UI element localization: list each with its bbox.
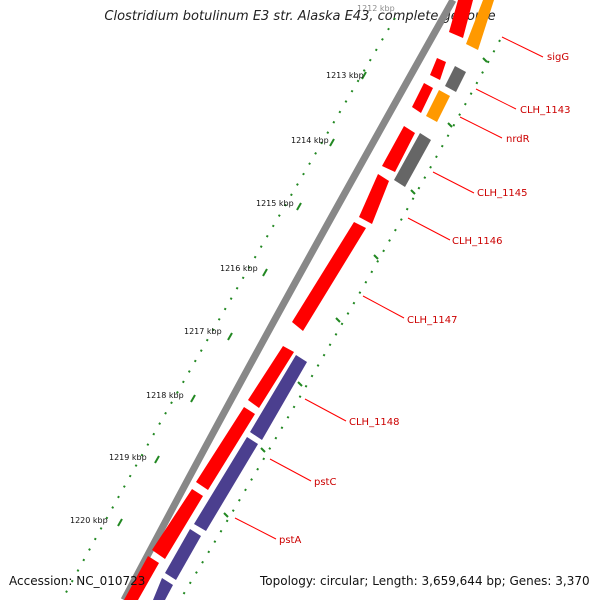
tick-label: 1219 kbp: [109, 453, 147, 462]
gene-nrdR-upper[interactable]: [466, 0, 494, 50]
gene-label-nrdR: nrdR: [506, 134, 530, 145]
tick-mark: [260, 447, 266, 453]
leader-CLH_1147: [362, 295, 405, 319]
gene-CLH_1145-gray-1[interactable]: [445, 66, 466, 92]
forward-cds-track: [124, 0, 473, 600]
gene-label-CLH_1146: CLH_1146: [452, 236, 503, 247]
tick-mark: [447, 122, 453, 128]
tick-mark: [361, 71, 367, 80]
tick-mark: [329, 138, 335, 147]
tick-label: 1220 kbp: [70, 516, 108, 525]
page-title: Clostridium botulinum E3 str. Alaska E43…: [104, 9, 496, 24]
gene-CLH_1143[interactable]: [430, 58, 446, 80]
tick-label: 1215 kbp: [256, 199, 294, 208]
gene-pstA[interactable]: [165, 529, 201, 580]
gene-pstC-fwd[interactable]: [152, 489, 203, 559]
tick-mark: [190, 394, 196, 403]
tick-label: 1218 kbp: [146, 391, 184, 400]
tick-mark: [223, 512, 229, 518]
leader-nrdR: [459, 116, 503, 139]
gene-CLH_1148[interactable]: [248, 346, 294, 408]
genome-summary-text: Topology: circular; Length: 3,659,644 bp…: [260, 574, 590, 588]
tick-label: 1217 kbp: [184, 327, 222, 336]
tick-label: 1216 kbp: [220, 264, 258, 273]
gene-CLH_1146[interactable]: [382, 126, 415, 172]
gene-CLH_1148b[interactable]: [196, 407, 255, 490]
gene-CLH_1147[interactable]: [292, 222, 366, 331]
gene-label-CLH_1143: CLH_1143: [520, 105, 571, 116]
tick-mark: [227, 332, 233, 341]
tick-mark: [262, 268, 268, 277]
gene-pstC-b[interactable]: [194, 437, 258, 531]
tick-label: 1214 kbp: [291, 136, 329, 145]
gene-label-sigG: sigG: [547, 52, 569, 63]
gene-pstA-b[interactable]: [153, 578, 173, 600]
tick-mark: [154, 455, 160, 464]
tick-mark: [297, 381, 303, 387]
tick-label: 1212 kbp: [357, 4, 395, 13]
gene-label-CLH_1148: CLH_1148: [349, 417, 400, 428]
gene-sigG[interactable]: [449, 0, 473, 38]
gene-CLH_1145[interactable]: [394, 133, 431, 187]
leader-CLH_1148: [304, 398, 347, 422]
gene-label-pstA: pstA: [279, 535, 301, 546]
gene-CLH_1143b[interactable]: [412, 83, 433, 113]
gene-label-CLH_1145: CLH_1145: [477, 188, 528, 199]
leader-CLH_1146: [407, 217, 451, 241]
leader-lines: [234, 36, 544, 540]
tick-mark: [373, 254, 379, 260]
leader-pstA: [234, 517, 277, 540]
inner-ticks: [223, 57, 488, 518]
leader-pstC: [269, 458, 312, 482]
leader-CLH_1143: [475, 88, 517, 110]
tick-mark: [482, 57, 488, 63]
gene-label-pstC: pstC: [314, 477, 336, 488]
gene-CLH_1146b[interactable]: [359, 174, 389, 224]
gene-pstC[interactable]: [250, 355, 307, 440]
genome-backbone: [120, 0, 457, 600]
major-ticks: [117, 71, 367, 527]
tick-mark: [335, 317, 341, 323]
gene-nrdR[interactable]: [426, 90, 450, 122]
gene-label-CLH_1147: CLH_1147: [407, 315, 458, 326]
tick-guide-outer: [61, 17, 396, 600]
leader-CLH_1145: [432, 171, 475, 194]
gene-pstA-fwd[interactable]: [124, 556, 159, 600]
reverse-track: [153, 0, 494, 600]
tick-mark: [117, 518, 123, 527]
tick-mark: [410, 189, 416, 195]
tick-label: 1213 kbp: [326, 71, 364, 80]
accession-text: Accession: NC_010723: [9, 574, 146, 588]
tick-mark: [296, 202, 302, 211]
leader-sigG: [501, 36, 544, 58]
